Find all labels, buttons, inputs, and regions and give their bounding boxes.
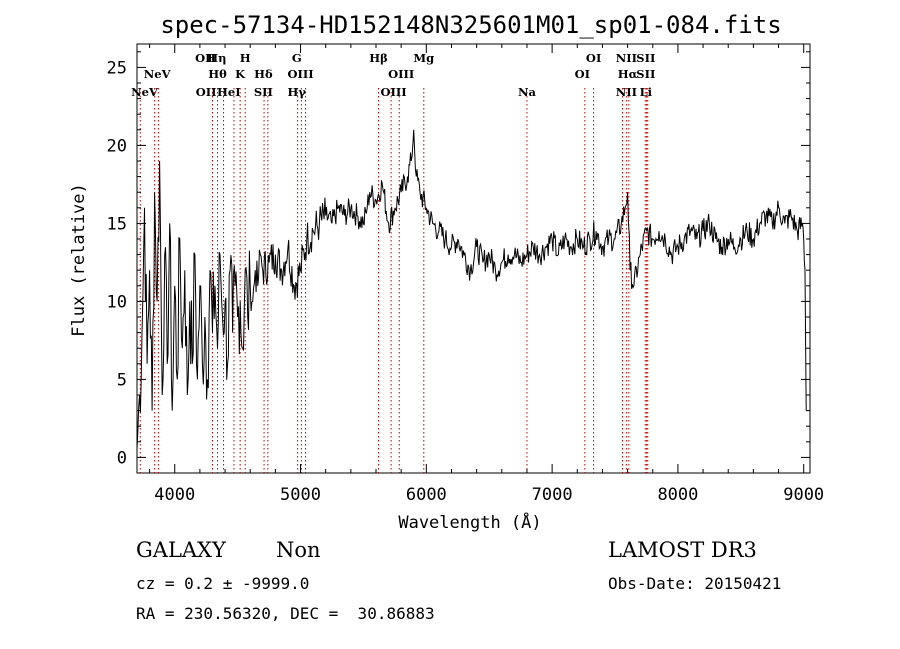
object-class: GALAXY	[136, 538, 226, 562]
spectral-line-label: Hβ	[369, 51, 388, 65]
y-tick-label: 15	[107, 214, 127, 234]
y-tick-label: 20	[107, 136, 127, 156]
spectral-line-label: NII	[616, 51, 637, 65]
spectrum-line	[136, 129, 807, 450]
spectral-line-label: K	[235, 67, 246, 81]
spectral-line-label: NII	[616, 85, 637, 99]
y-tick-label: 10	[107, 292, 127, 312]
spectral-line-label: OIII	[381, 85, 407, 99]
spectral-line-label: OI	[586, 51, 601, 65]
spectral-line-label: OII	[196, 85, 217, 99]
x-tick-label: 6000	[406, 485, 447, 505]
plot-frame	[136, 43, 811, 474]
x-axis: 4000 5000 6000 7000 8000 9000	[149, 44, 824, 505]
spectral-line-label: G	[292, 51, 302, 65]
emission-lines	[139, 88, 649, 473]
spectral-line-label: Li	[640, 85, 653, 99]
x-tick-label: 4000	[154, 485, 195, 505]
spectral-line-label: SII	[254, 85, 273, 99]
spectral-line-label: Hγ	[288, 85, 307, 99]
spectral-line-label: HeI	[217, 85, 241, 99]
survey-name: LAMOST DR3	[608, 538, 757, 562]
y-tick-label: 5	[117, 370, 127, 390]
y-tick-label: 25	[107, 58, 127, 78]
x-tick-label: 9000	[783, 485, 824, 505]
spectral-line-labels: NeVNeVOIIOIIHηHθHeIKHHδSIIGOIIIHγHβOIIIO…	[131, 51, 655, 99]
chart-title: spec-57134-HD152148N325601M01_sp01-084.f…	[160, 11, 781, 39]
x-tick-label: 8000	[657, 485, 698, 505]
x-tick-label: 7000	[532, 485, 573, 505]
spectral-line-label: OII	[195, 51, 216, 65]
spectral-line-label: NeV	[131, 85, 159, 99]
y-axis: 0 5 10 15 20 25	[107, 51, 810, 468]
coordinates: RA = 230.56320, DEC = 30.86883	[136, 604, 435, 623]
spectral-line-label: Na	[518, 85, 537, 99]
spectral-line-label: Hδ	[254, 67, 273, 81]
spectral-line-label: H	[240, 51, 251, 65]
spectral-line-label: OIII	[388, 67, 414, 81]
spectral-line-label: Hθ	[208, 67, 227, 81]
spectral-line-label: Hη	[207, 51, 226, 65]
redshift-text: cz = 0.2 ± -9999.0	[136, 574, 310, 593]
spectral-line-label: SII	[636, 51, 655, 65]
object-subclass: Non	[276, 538, 321, 562]
x-tick-label: 5000	[280, 485, 321, 505]
spectral-line-label: Mg	[413, 51, 434, 65]
spectral-line-label: Hα	[618, 67, 638, 81]
spectral-line-label: NeV	[144, 67, 172, 81]
spectral-line-label: OIII	[287, 67, 313, 81]
y-tick-label: 0	[117, 448, 127, 468]
spectral-line-label: OI	[575, 67, 590, 81]
spectral-line-label: SII	[636, 67, 655, 81]
x-axis-label: Wavelength (Å)	[398, 511, 541, 533]
y-axis-label: Flux (relative)	[69, 183, 89, 337]
obs-date: Obs-Date: 20150421	[608, 574, 782, 593]
